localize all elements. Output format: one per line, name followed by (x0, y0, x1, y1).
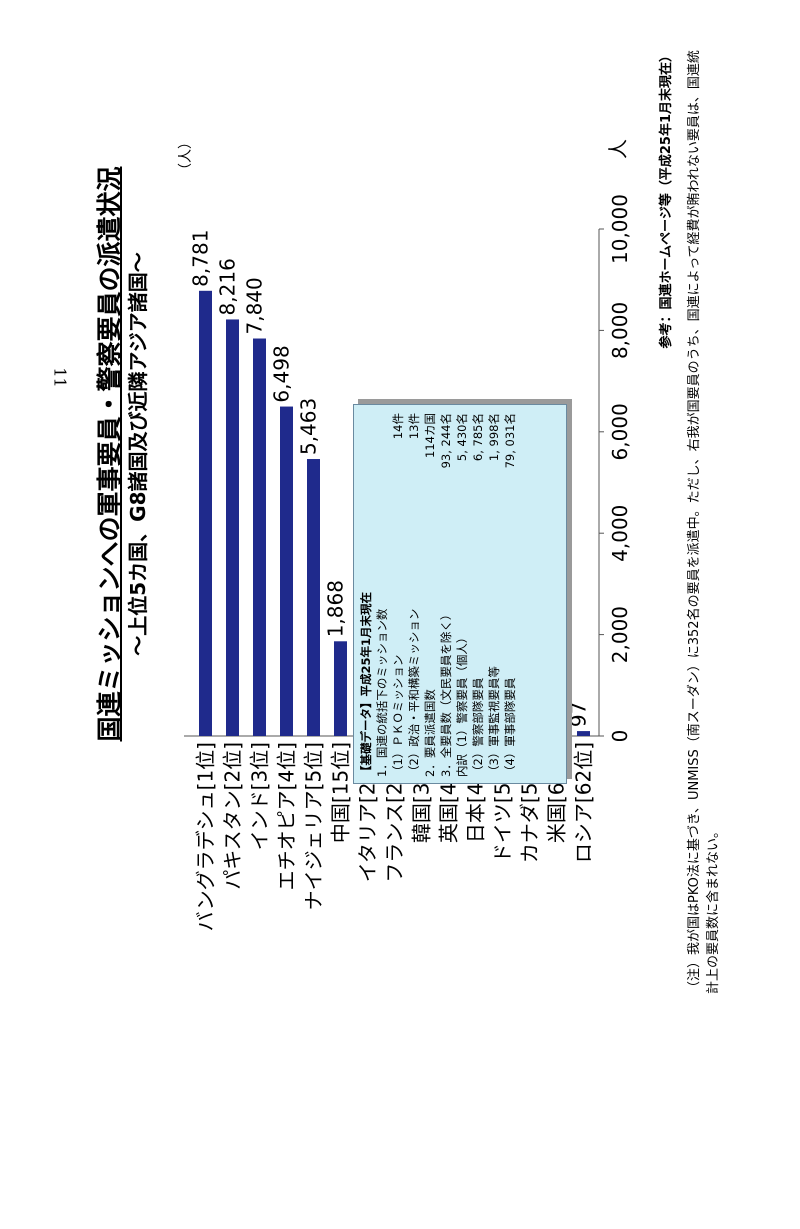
bar (334, 641, 347, 736)
basic-data-row: （3）軍事監視要員等 1, 998名 (487, 413, 501, 777)
basic-data-header: 【基礎データ】平成25年1月末現在 (359, 591, 373, 777)
value-label: 97 (567, 702, 591, 727)
category-label: パキスタン[2位] (221, 742, 245, 890)
category-label: バングラデシュ[1位] (194, 742, 218, 931)
basic-data-row: 1．国連の統括下のミッション数 (375, 608, 389, 777)
bar (226, 319, 239, 736)
x-tick-label: 8,000 (608, 302, 632, 359)
page-number: 11 (50, 367, 70, 388)
x-tick-label: 0 (608, 730, 632, 743)
category-label: ロシア[62位] (572, 742, 596, 863)
basic-data-row: 3．全要員数（文民要員を除く） 93, 244名 (439, 413, 453, 777)
footnote: （注）我が国はPKO法に基づき、UNMISS（南スーダン）に352名の要員を派遣… (687, 50, 721, 994)
value-label: 5,463 (297, 398, 321, 455)
value-label: 7,840 (243, 277, 267, 334)
bar (199, 290, 212, 736)
value-label: 1,868 (324, 580, 348, 637)
bar (280, 406, 293, 736)
category-label: ナイジェリア[5位] (302, 742, 326, 910)
value-label: 8,781 (189, 230, 213, 287)
basic-data-row: （2）警察部隊要員 6, 785名 (471, 413, 485, 777)
value-label: 6,498 (270, 345, 294, 402)
unit-label-top: （人） (178, 135, 194, 177)
category-label: エチオピア[4位] (275, 742, 299, 890)
source-note: 参考：国連ホームページ等（平成25年1月末現在） (659, 49, 674, 349)
basic-data-row: （1）ＰＫＯミッション 14件 (391, 413, 405, 777)
basic-data-row: 2．要員派遣国数 114カ国 (423, 413, 437, 777)
x-axis-unit: 人 (606, 139, 630, 159)
basic-data-box: 【基礎データ】平成25年1月末現在 1．国連の統括下のミッション数 （1）ＰＫＯ… (353, 404, 567, 784)
x-tick-label: 4,000 (608, 505, 632, 562)
basic-data-row: （2）政治・平和構築ミッション 13件 (407, 413, 421, 777)
value-label: 8,216 (216, 258, 240, 315)
x-tick-label: 6,000 (608, 403, 632, 460)
category-label: インド[3位] (248, 742, 272, 850)
basic-data-row: 内訳（1）警察要員（個人） 5, 430名 (455, 413, 469, 777)
bar (577, 731, 590, 736)
bar (253, 338, 266, 736)
bar (307, 459, 320, 736)
basic-data-row: （4）軍事部隊要員 79, 031名 (503, 413, 517, 777)
x-tick-label: 2,000 (608, 606, 632, 663)
x-tick-label: 10,000 (608, 194, 632, 264)
category-label: 中国[15位] (329, 742, 353, 843)
